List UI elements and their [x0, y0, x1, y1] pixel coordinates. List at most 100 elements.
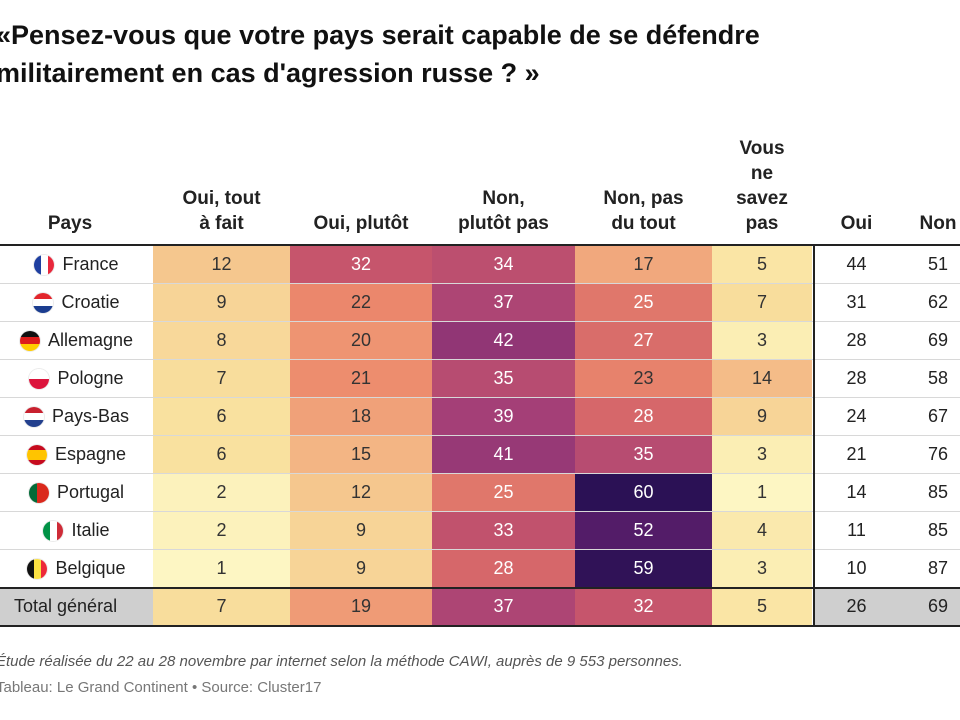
value-cell: 52: [575, 512, 712, 549]
table-row: Allemagne 8 20 42 27 3 28 69: [0, 322, 960, 360]
header-non-pas-du-tout: Non, pas du tout: [575, 186, 712, 236]
value-cell: 2: [153, 474, 290, 511]
value-cell: 22: [290, 284, 432, 321]
value-cell: 39: [432, 398, 575, 435]
value-cell: 9: [290, 550, 432, 587]
sum-oui-cell: 31: [846, 292, 867, 312]
header-ne-savez-pas-line: pas: [745, 213, 779, 234]
spain-flag-icon: [26, 444, 47, 465]
country-name: Pays-Bas: [51, 406, 130, 426]
value-cell: 5: [712, 246, 812, 283]
sum-oui-cell: 14: [846, 482, 867, 502]
header-oui-tout-a-fait: Oui, tout à fait: [153, 186, 290, 236]
sum-oui-cell: 26: [815, 588, 898, 625]
sum-non-cell: 62: [927, 292, 949, 312]
country-cell: Portugal: [0, 474, 153, 511]
country-name: Total général: [14, 596, 118, 616]
table-row: Pologne 7 21 35 23 14 28 58: [0, 360, 960, 398]
value-cell: 9: [153, 284, 290, 321]
value-cell: 25: [432, 474, 575, 511]
value-cell: 21: [290, 360, 432, 397]
value-cell: 12: [153, 246, 290, 283]
portugal-flag-icon: [28, 482, 49, 503]
sum-non-cell: 69: [898, 588, 960, 625]
title-line-1: «Pensez-vous que votre pays serait capab…: [0, 20, 760, 50]
sum-oui-cell: 24: [846, 406, 867, 426]
value-cell: 5: [712, 588, 812, 625]
header-non: Non: [919, 213, 957, 234]
value-cell: 33: [432, 512, 575, 549]
sum-non-cell: 85: [927, 520, 949, 540]
value-cell: 17: [575, 246, 712, 283]
country-name: Pologne: [57, 368, 124, 388]
country-cell: Italie: [0, 512, 153, 549]
header-ne-savez-pas-line: savez: [736, 188, 788, 209]
total-row: Total général 7 19 37 32 5 26 69: [0, 588, 960, 626]
header-non-pas-du-tout-line: du tout: [611, 213, 676, 234]
value-cell: 1: [153, 550, 290, 587]
table-row: Espagne 6 15 41 35 3 21 76: [0, 436, 960, 474]
sum-non-cell: 67: [927, 406, 949, 426]
sum-non-cell: 85: [927, 482, 949, 502]
germany-flag-icon: [19, 330, 40, 351]
france-flag-icon: [34, 254, 55, 275]
sum-oui-cell: 10: [846, 558, 867, 578]
table-row: Italie 2 9 33 52 4 11 85: [0, 512, 960, 550]
country-name: Allemagne: [47, 330, 134, 350]
country-name: Belgique: [55, 558, 126, 578]
sum-non-cell: 58: [927, 368, 949, 388]
value-cell: 6: [153, 398, 290, 435]
value-cell: 6: [153, 436, 290, 473]
country-cell: Pologne: [0, 360, 153, 397]
value-cell: 35: [575, 436, 712, 473]
value-cell: 3: [712, 436, 812, 473]
header-non-plutot-pas-line: Non,: [482, 188, 525, 209]
row-separator: [0, 359, 960, 360]
sum-non-cell: 69: [927, 330, 949, 350]
table-row: Portugal 2 12 25 60 1 14 85: [0, 474, 960, 512]
header-non-plutot-pas: Non, plutôt pas: [432, 186, 575, 236]
row-separator: [0, 549, 960, 550]
value-cell: 34: [432, 246, 575, 283]
value-cell: 41: [432, 436, 575, 473]
value-cell: 8: [153, 322, 290, 359]
value-cell: 32: [575, 588, 712, 625]
netherlands-flag-icon: [23, 406, 44, 427]
country-cell: France: [0, 246, 153, 283]
source-credit: Tableau: Le Grand Continent • Source: Cl…: [0, 679, 322, 696]
value-cell: 7: [712, 284, 812, 321]
value-cell: 27: [575, 322, 712, 359]
value-cell: 9: [712, 398, 812, 435]
poland-flag-icon: [29, 368, 50, 389]
value-cell: 23: [575, 360, 712, 397]
value-cell: 19: [290, 588, 432, 625]
country-cell: Pays-Bas: [0, 398, 153, 435]
value-cell: 9: [290, 512, 432, 549]
value-cell: 37: [432, 284, 575, 321]
header-ne-savez-pas-line: Vous: [739, 138, 785, 159]
value-cell: 28: [575, 398, 712, 435]
table-row: Pays-Bas 6 18 39 28 9 24 67: [0, 398, 960, 436]
sum-oui-cell: 28: [846, 330, 867, 350]
header-oui: Oui: [840, 213, 873, 234]
sum-non-cell: 76: [927, 444, 949, 464]
value-cell: 12: [290, 474, 432, 511]
header-rule: [0, 244, 960, 246]
sum-divider: [813, 245, 815, 626]
value-cell: 3: [712, 550, 812, 587]
header-oui-tout-a-fait-line: Oui, tout: [182, 188, 261, 209]
value-cell: 2: [153, 512, 290, 549]
value-cell: 25: [575, 284, 712, 321]
country-name: Portugal: [56, 482, 125, 502]
country-name: Croatie: [61, 292, 120, 312]
country-name: France: [62, 254, 119, 274]
value-cell: 32: [290, 246, 432, 283]
value-cell: 15: [290, 436, 432, 473]
sum-oui-cell: 21: [846, 444, 867, 464]
country-cell: Croatie: [0, 284, 153, 321]
country-cell: Belgique: [0, 550, 153, 587]
value-cell: 59: [575, 550, 712, 587]
header-ne-savez-pas: Vous ne savez pas: [712, 136, 812, 236]
header-oui-plutot: Oui, plutôt: [290, 211, 432, 236]
country-name: Italie: [71, 520, 110, 540]
